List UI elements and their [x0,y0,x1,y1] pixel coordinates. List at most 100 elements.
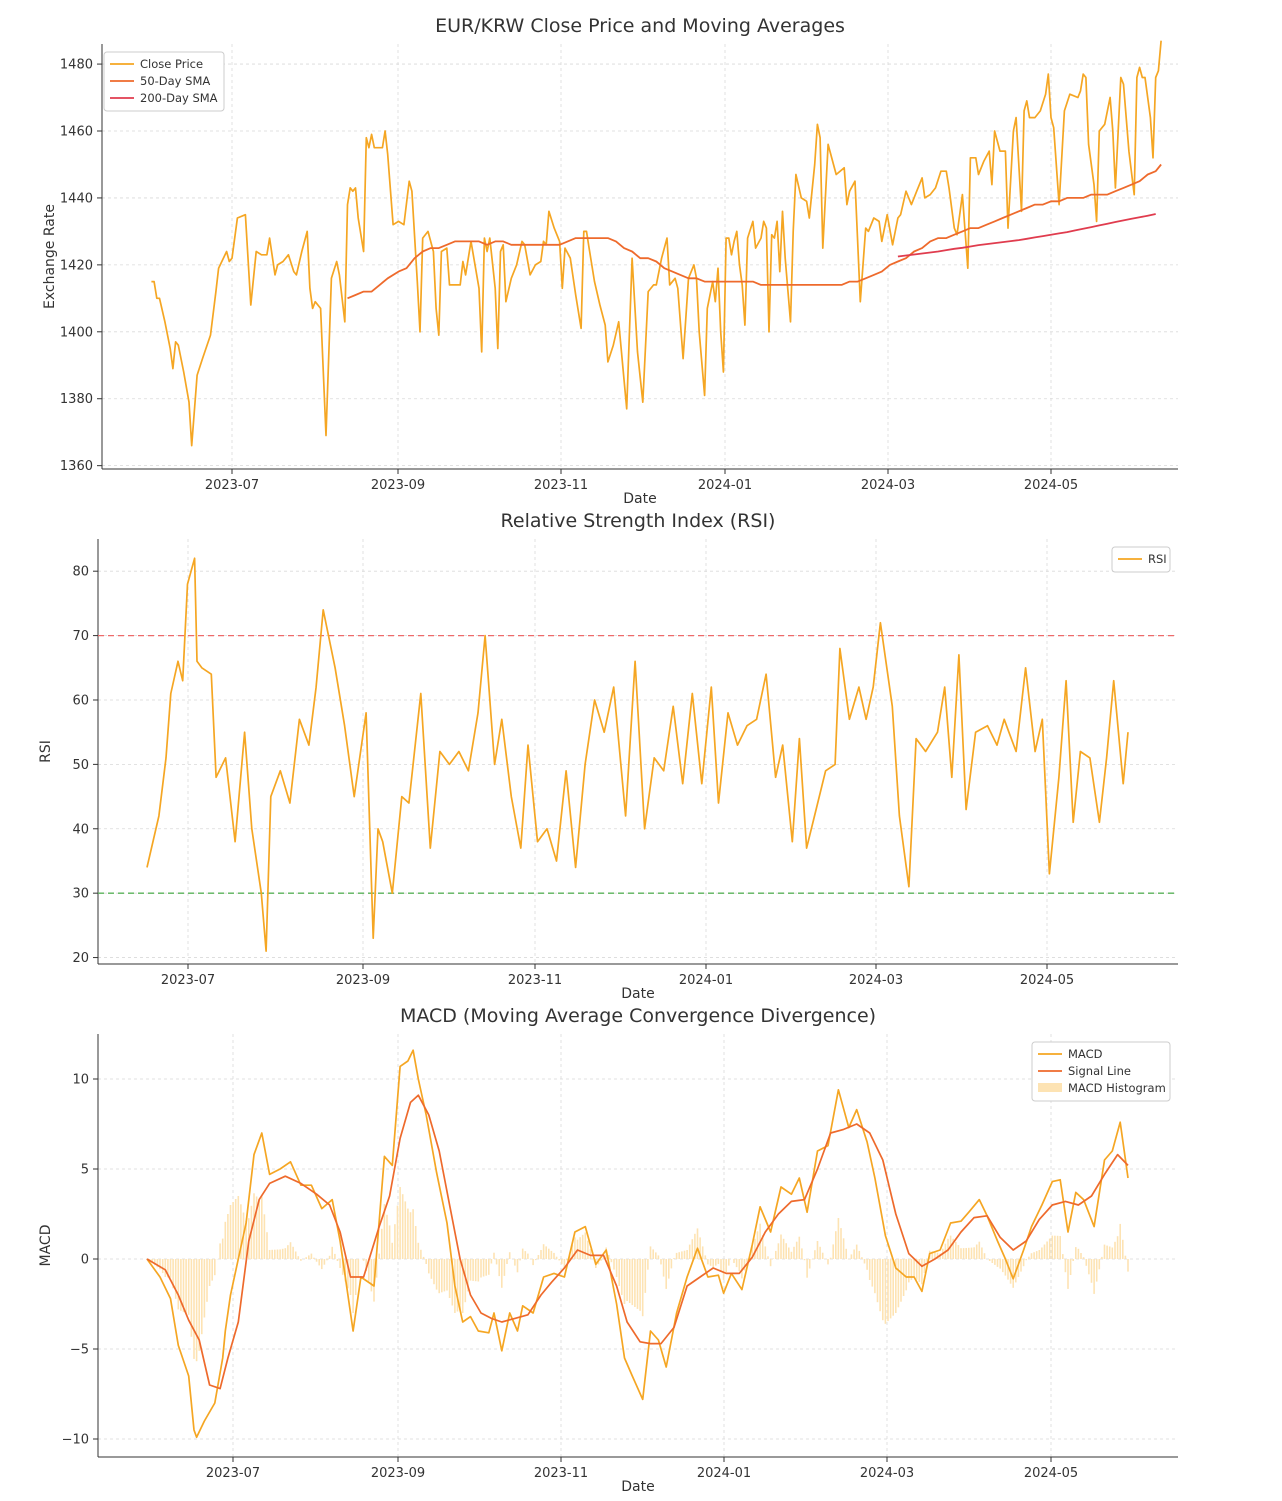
histogram-bar [201,1259,203,1334]
histogram-bar [402,1194,404,1259]
sma200-line [898,214,1156,257]
x-axis-label: Date [621,986,654,1002]
histogram-bar [1099,1259,1101,1269]
x-tick-label: 2023-07 [205,478,259,493]
histogram-bar [689,1245,691,1259]
histogram-bar [864,1259,866,1264]
histogram-bar [472,1259,474,1281]
histogram-bar [321,1259,323,1269]
histogram-bar [415,1226,417,1259]
histogram-bar [253,1193,255,1259]
y-tick-label: 50 [72,758,89,773]
histogram-bar [514,1259,516,1266]
histogram-bar [908,1259,910,1282]
x-tick-label: 2024-03 [860,1466,914,1481]
histogram-bar [285,1248,287,1259]
histogram-bar [488,1259,490,1275]
histogram-bar [705,1255,707,1259]
histogram-bar [647,1259,649,1270]
histogram-bar [658,1255,660,1259]
histogram-bar [178,1259,180,1309]
histogram-bar [1093,1259,1095,1294]
histogram-bar [994,1259,996,1265]
histogram-bar [371,1259,373,1291]
histogram-bar [269,1250,271,1259]
histogram-bar [1112,1248,1114,1260]
histogram-bar [449,1259,451,1298]
histogram-bar [496,1259,498,1264]
x-tick-label: 2023-09 [371,478,425,493]
histogram-bar [196,1259,198,1361]
histogram-bar [1059,1236,1061,1259]
histogram-bar [825,1259,827,1260]
histogram-bar [1065,1259,1067,1272]
histogram-bar [258,1200,260,1259]
histogram-bar [804,1259,806,1260]
y-tick-label: 10 [72,1073,89,1088]
histogram-bar [548,1249,550,1259]
histogram-bar [386,1215,388,1259]
histogram-bar [712,1259,714,1267]
chart-title: MACD (Moving Average Convergence Diverge… [400,1005,876,1027]
histogram-bar [204,1259,206,1318]
histogram-bar [814,1250,816,1259]
legend-entry: Close Price [140,57,203,71]
y-tick-label: 1360 [60,459,93,474]
histogram-bar [389,1225,391,1259]
histogram-bar [407,1209,409,1259]
histogram-bar [1088,1259,1090,1274]
histogram-bar [780,1235,782,1260]
histogram-bar [214,1259,216,1275]
histogram-bar [960,1248,962,1259]
histogram-bar [968,1248,970,1259]
y-axis-label: Exchange Rate [42,204,58,309]
histogram-bar [819,1247,821,1259]
histogram-bar [1078,1249,1080,1259]
histogram-bar [311,1254,313,1259]
histogram-bar [767,1256,769,1259]
histogram-bar [358,1259,360,1277]
x-tick-label: 2023-11 [508,973,562,988]
histogram-bar [287,1245,289,1259]
histogram-bar [579,1237,581,1259]
x-tick-label: 2024-05 [1024,478,1078,493]
histogram-bar [1122,1240,1124,1259]
histogram-bar [590,1249,592,1259]
histogram-bar [232,1202,234,1259]
histogram-bar [1023,1259,1025,1266]
histogram-bar [485,1259,487,1276]
x-tick-label: 2023-09 [336,973,390,988]
histogram-bar [634,1259,636,1307]
histogram-bar [707,1259,709,1264]
histogram-bar [728,1259,730,1266]
histogram-bar [538,1255,540,1259]
legend-entry: 200-Day SMA [140,91,218,105]
histogram-bar [783,1239,785,1259]
histogram-bar [405,1201,407,1259]
histogram-bar [778,1243,780,1259]
y-tick-label: 20 [72,951,89,966]
histogram-bar [433,1259,435,1284]
histogram-bar [1012,1259,1014,1288]
histogram-bar [271,1250,273,1259]
histogram-bar [324,1259,326,1265]
y-tick-label: −10 [62,1433,89,1448]
y-tick-label: 1400 [60,325,93,340]
histogram-bar [331,1247,333,1259]
y-tick-label: 1480 [60,58,93,73]
histogram-bar [796,1242,798,1259]
histogram-bar [626,1259,628,1301]
histogram-bar [1067,1259,1069,1289]
histogram-bar [459,1259,461,1310]
x-tick-label: 2024-01 [698,478,752,493]
histogram-bar [290,1242,292,1259]
y-tick-label: 60 [72,693,89,708]
histogram-bar [663,1259,665,1277]
histogram-bar [1096,1259,1098,1282]
histogram-bar [720,1259,722,1272]
histogram-bar [668,1259,670,1279]
histogram-bar [441,1259,443,1292]
histogram-bar [772,1259,774,1260]
histogram-bar [882,1259,884,1320]
